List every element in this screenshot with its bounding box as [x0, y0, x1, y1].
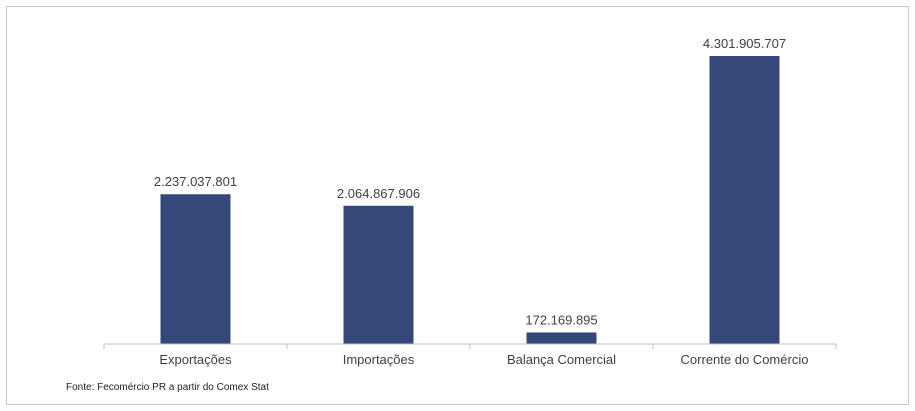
bar-value-label: 2.237.037.801: [154, 174, 237, 189]
bar-value-label: 2.064.867.906: [337, 186, 420, 201]
category-label: Corrente do Comércio: [681, 352, 809, 367]
bar: [343, 205, 414, 344]
bar: [526, 332, 597, 344]
category-labels-group: Exportações Importações Balança Comercial C…: [159, 352, 808, 367]
source-note: Fonte: Fecomércio PR a partir do Comex S…: [66, 382, 269, 393]
category-label: Exportações: [159, 352, 232, 367]
x-axis-ticks-group: [103, 344, 837, 349]
category-label: Importações: [343, 352, 415, 367]
bar: [160, 194, 231, 344]
bar: [709, 56, 780, 344]
category-label: Balança Comercial: [507, 352, 616, 367]
bar-value-label: 172.169.895: [525, 312, 597, 327]
bars-group: [160, 56, 780, 344]
value-labels-group: 2.237.037.801 2.064.867.906 172.169.895 4.3…: [154, 36, 786, 327]
bar-value-label: 4.301.905.707: [703, 36, 786, 51]
